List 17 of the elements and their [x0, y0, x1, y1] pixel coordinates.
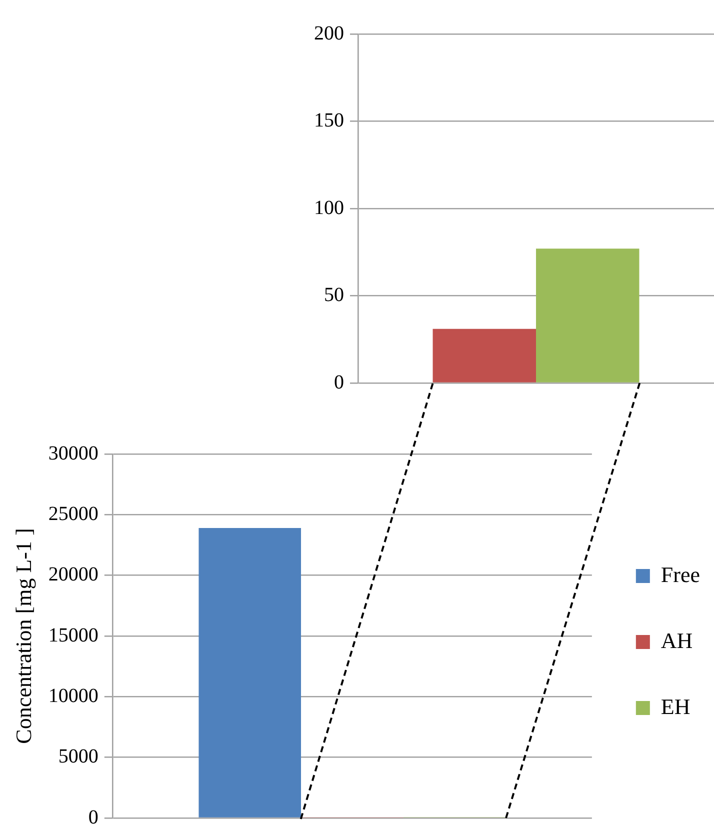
legend-label: Free	[660, 562, 700, 587]
y-tick-label: 20000	[48, 564, 98, 586]
y-tick-label: 50	[324, 284, 344, 306]
y-tick-label: 0	[334, 371, 344, 394]
y-tick-label: 25000	[48, 502, 98, 525]
legend-label: AH	[660, 628, 693, 653]
y-tick-label: 200	[314, 22, 344, 44]
y-axis-title: Concentration [mg L-1 ]	[10, 528, 36, 744]
bar	[198, 528, 302, 818]
y-tick-label: 150	[314, 110, 344, 132]
y-tick-label: 10000	[48, 684, 98, 707]
y-tick-label: 100	[314, 196, 344, 219]
y-tick-label: 15000	[48, 624, 98, 646]
y-tick-label: 5000	[58, 746, 98, 768]
legend-label: EH	[660, 694, 690, 719]
y-tick-label: 30000	[48, 442, 98, 464]
y-tick-label: 0	[88, 806, 98, 828]
